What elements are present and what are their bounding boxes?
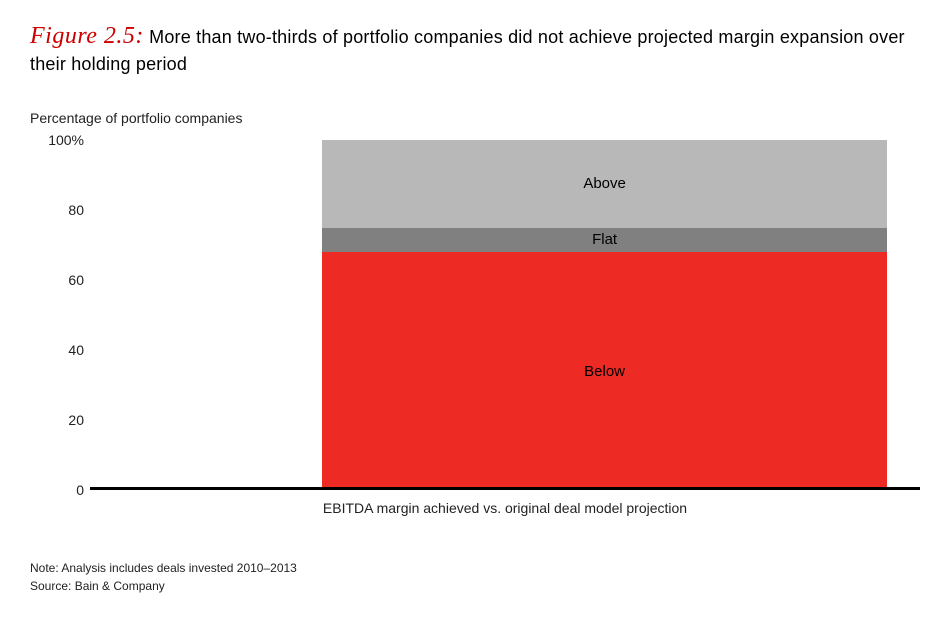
y-tick-label: 100%	[48, 132, 90, 148]
plot-area: Below Flat Above	[90, 140, 920, 490]
figure-label: Figure 2.5:	[30, 23, 144, 49]
y-tick-label: 60	[68, 272, 90, 288]
x-axis-baseline	[90, 487, 920, 490]
figure-footer: Note: Analysis includes deals invested 2…	[30, 559, 297, 595]
figure-note: Note: Analysis includes deals invested 2…	[30, 559, 297, 577]
y-axis-title: Percentage of portfolio companies	[30, 110, 242, 126]
bar-segment-below: Below	[322, 252, 886, 490]
x-axis-label: EBITDA margin achieved vs. original deal…	[90, 500, 920, 516]
y-axis-ticks: 020406080100%	[30, 140, 90, 490]
bar-segment-label: Flat	[592, 231, 617, 248]
stacked-bar: Below Flat Above	[322, 140, 886, 490]
y-tick-label: 20	[68, 412, 90, 428]
bar-segment-above: Above	[322, 140, 886, 228]
bar-segment-label: Below	[584, 363, 625, 380]
bar-segment-label: Above	[583, 175, 626, 192]
y-tick-label: 80	[68, 202, 90, 218]
y-tick-label: 0	[76, 482, 90, 498]
bar-segment-flat: Flat	[322, 228, 886, 253]
figure-title: Figure 2.5: More than two-thirds of port…	[30, 20, 920, 77]
figure-source: Source: Bain & Company	[30, 577, 297, 595]
chart-area: 020406080100% BelowFlatAbove EBITDA marg…	[30, 140, 920, 520]
y-tick-label: 40	[68, 342, 90, 358]
figure-page: Figure 2.5: More than two-thirds of port…	[0, 0, 950, 617]
figure-title-text: More than two-thirds of portfolio compan…	[30, 27, 905, 74]
